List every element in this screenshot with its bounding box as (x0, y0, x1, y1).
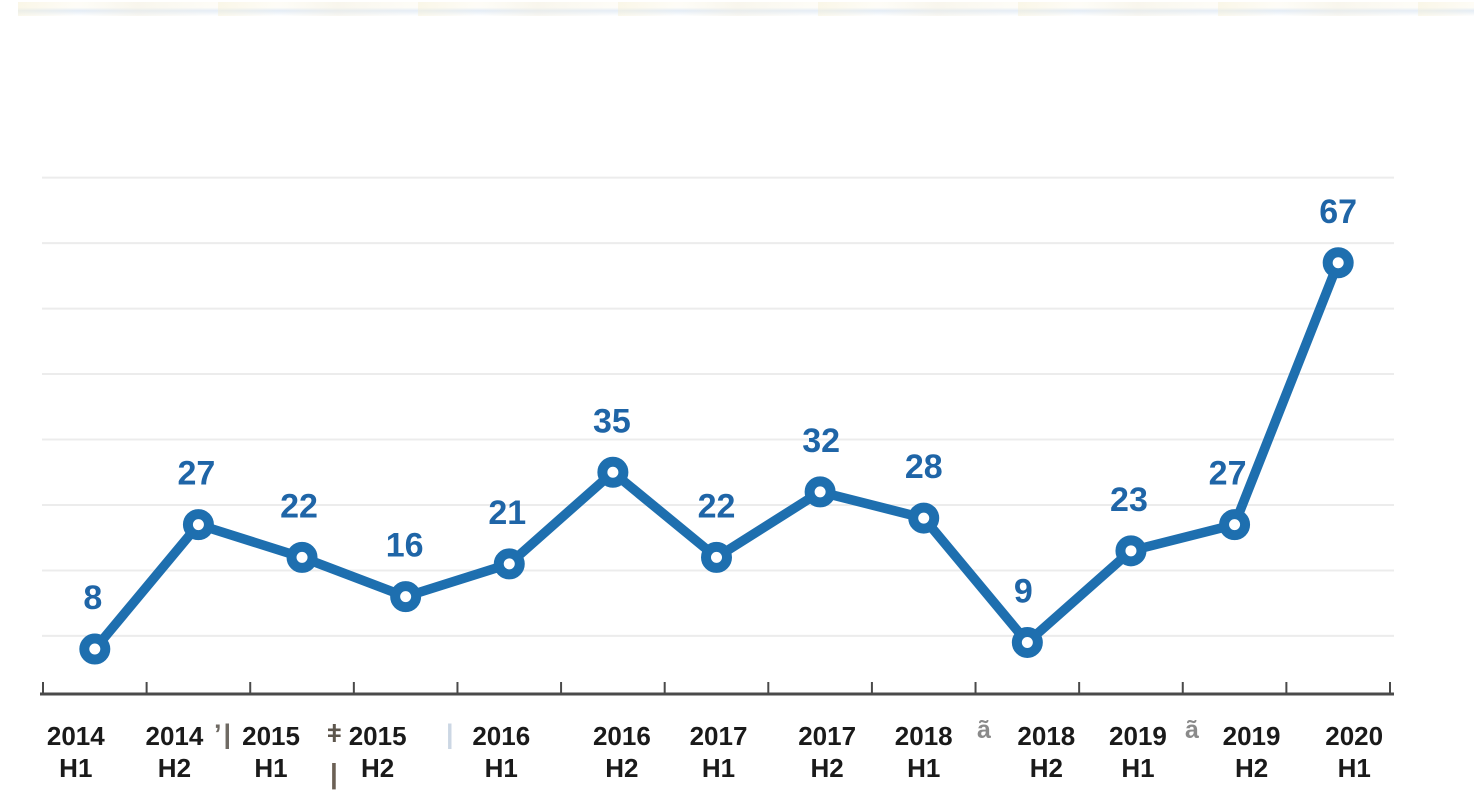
x-axis-category-label: 2015 H2 (349, 721, 407, 783)
data-point-value-label: 16 (386, 527, 424, 565)
data-point-value-label: 23 (1110, 481, 1148, 519)
x-axis-category-label: 2014 H1 (47, 721, 105, 783)
data-point-marker (79, 633, 111, 665)
data-point-marker (597, 456, 629, 488)
x-axis-category-label: 2015 H1 (242, 721, 300, 783)
x-axis-category-label: 2014 H2 (146, 721, 204, 783)
data-point-value-label: 67 (1319, 193, 1357, 231)
data-point-marker (1115, 535, 1147, 567)
x-axis-category-label: 2018 H1 (895, 721, 953, 783)
data-point-marker (700, 541, 732, 573)
data-point-value-label: 9 (1014, 572, 1033, 610)
x-axis-category-label: 2019 H1 (1109, 721, 1167, 783)
data-point-value-label: 32 (802, 422, 840, 460)
data-point-value-label: 27 (1209, 455, 1247, 493)
data-point-value-label: 21 (488, 494, 526, 532)
x-axis-category-label: 2016 H1 (472, 721, 530, 783)
data-point-marker (908, 502, 940, 534)
x-axis-category-label: 2019 H2 (1223, 721, 1281, 783)
data-point-marker (390, 581, 422, 613)
x-axis-category-label: 2017 H1 (690, 721, 748, 783)
data-point-value-label: 27 (178, 455, 216, 493)
data-point-marker (286, 541, 318, 573)
x-axis-category-label: 2018 H2 (1017, 721, 1075, 783)
data-point-marker (493, 548, 525, 580)
data-point-value-label: 8 (83, 579, 102, 617)
data-point-value-label: 35 (593, 402, 631, 440)
x-axis-category-label: 2016 H2 (593, 721, 651, 783)
data-point-value-label: 22 (698, 487, 736, 525)
data-point-marker (1322, 247, 1354, 279)
data-point-marker (804, 476, 836, 508)
data-point-marker (1219, 509, 1251, 541)
data-point-value-label: 22 (280, 487, 318, 525)
series-line (90, 258, 1343, 654)
data-point-marker (1011, 626, 1043, 658)
x-axis-category-label: 2020 H1 (1325, 721, 1383, 783)
data-point-marker (182, 509, 214, 541)
x-axis-category-label: 2017 H2 (798, 721, 856, 783)
data-point-value-label: 28 (905, 448, 943, 486)
